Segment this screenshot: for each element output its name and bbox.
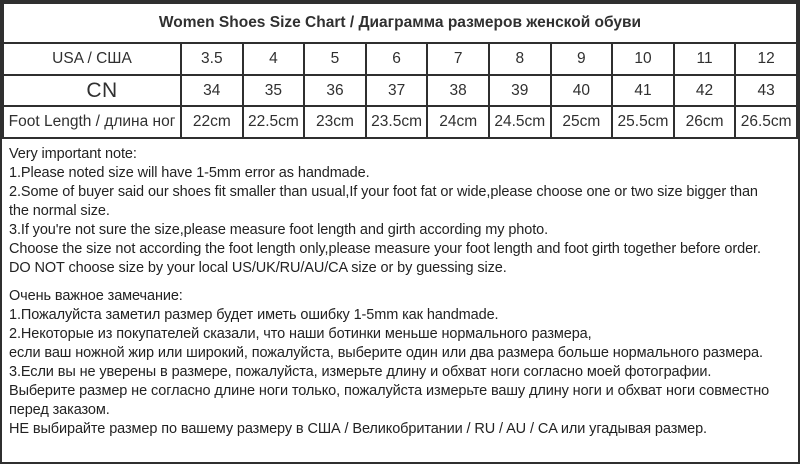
notes-en-heading: Very important note:: [9, 146, 137, 162]
foot-length-value: 25cm: [549, 105, 614, 139]
cn-size-value: 38: [426, 74, 490, 107]
notes-en-do-not-line: DO NOT choose size by your local US/UK/R…: [9, 259, 790, 278]
notes-russian: Очень важное замечание: 1.Пожалуйста зам…: [9, 287, 790, 439]
table-row-cn: CN 34 35 36 37 38 39 40 41 42 43: [2, 74, 798, 107]
usa-size-value: 10: [611, 42, 675, 76]
usa-size-value: 3.5: [180, 42, 244, 76]
usa-size-value: 8: [487, 42, 552, 76]
notes-ru-line-1: 1.Пожалуйста заметил размер будет иметь …: [9, 307, 499, 323]
notes-en-line-2b: the normal size.: [9, 203, 110, 219]
notes-en-line-3: 3.If you're not sure the size,please mea…: [9, 222, 549, 238]
notes-ru-line-3: 3.Если вы не уверены в размере, пожалуйс…: [9, 364, 712, 380]
cn-size-value: 41: [611, 74, 675, 107]
notes-en-line-2: 2.Some of buyer said our shoes fit small…: [9, 184, 758, 200]
usa-size-value: 5: [303, 42, 367, 76]
table-row-foot-length: Foot Length / длина ног 22cm 22.5cm 23cm…: [2, 105, 798, 139]
foot-length-value: 24cm: [426, 105, 490, 139]
cn-size-value: 34: [180, 74, 244, 107]
foot-length-value: 25.5cm: [611, 105, 675, 139]
cn-size-value: 37: [364, 74, 429, 107]
cn-size-value: 39: [487, 74, 552, 107]
cn-size-value: 40: [549, 74, 614, 107]
foot-length-value: 23cm: [303, 105, 367, 139]
row-label-foot-length: Foot Length / длина ног: [2, 105, 182, 139]
foot-length-value: 24.5cm: [487, 105, 552, 139]
usa-size-value: 11: [672, 42, 737, 76]
usa-size-value: 7: [426, 42, 490, 76]
notes-ru-line-4: Выберите размер не согласно длине ноги т…: [9, 383, 770, 399]
foot-length-value: 26.5cm: [734, 105, 798, 139]
notes-en-do-not-text: DO NOT choose size by your local US/UK/R…: [9, 260, 507, 276]
notes-ru-line-2: 2.Некоторые из покупателей сказали, что …: [9, 326, 592, 342]
usa-size-value: 4: [241, 42, 306, 76]
usa-size-value: 9: [549, 42, 614, 76]
row-label-usa: USA / США: [2, 42, 182, 76]
usa-size-value: 12: [734, 42, 798, 76]
notes-en-line-4: Choose the size not according the foot l…: [9, 241, 761, 257]
usa-size-value: 6: [364, 42, 429, 76]
notes-ru-line-2b: если ваш ножной жир или широкий, пожалуй…: [9, 345, 763, 361]
size-table: Women Shoes Size Chart / Диаграмма разме…: [2, 2, 798, 139]
notes-ru-line-4b: перед заказом.: [9, 402, 110, 418]
foot-length-value: 26cm: [672, 105, 737, 139]
notes-english: Very important note: 1.Please noted size…: [9, 145, 790, 278]
page-title: Women Shoes Size Chart / Диаграмма разме…: [2, 2, 798, 44]
foot-length-value: 22.5cm: [241, 105, 306, 139]
notes-ru-line-5: НЕ выбирайте размер по вашему размеру в …: [9, 421, 707, 437]
cn-size-value: 43: [734, 74, 798, 107]
notes-section: Very important note: 1.Please noted size…: [2, 139, 798, 439]
foot-length-value: 23.5cm: [364, 105, 429, 139]
cn-size-value: 35: [241, 74, 306, 107]
cn-size-value: 36: [303, 74, 367, 107]
title-row: Women Shoes Size Chart / Диаграмма разме…: [2, 2, 798, 44]
foot-length-value: 22cm: [180, 105, 244, 139]
row-label-cn: CN: [2, 74, 182, 107]
cn-size-value: 42: [672, 74, 737, 107]
notes-en-line-1: 1.Please noted size will have 1-5mm erro…: [9, 165, 370, 181]
notes-ru-heading: Очень важное замечание:: [9, 288, 183, 304]
table-row-usa: USA / США 3.5 4 5 6 7 8 9 10 11 12: [2, 42, 798, 76]
